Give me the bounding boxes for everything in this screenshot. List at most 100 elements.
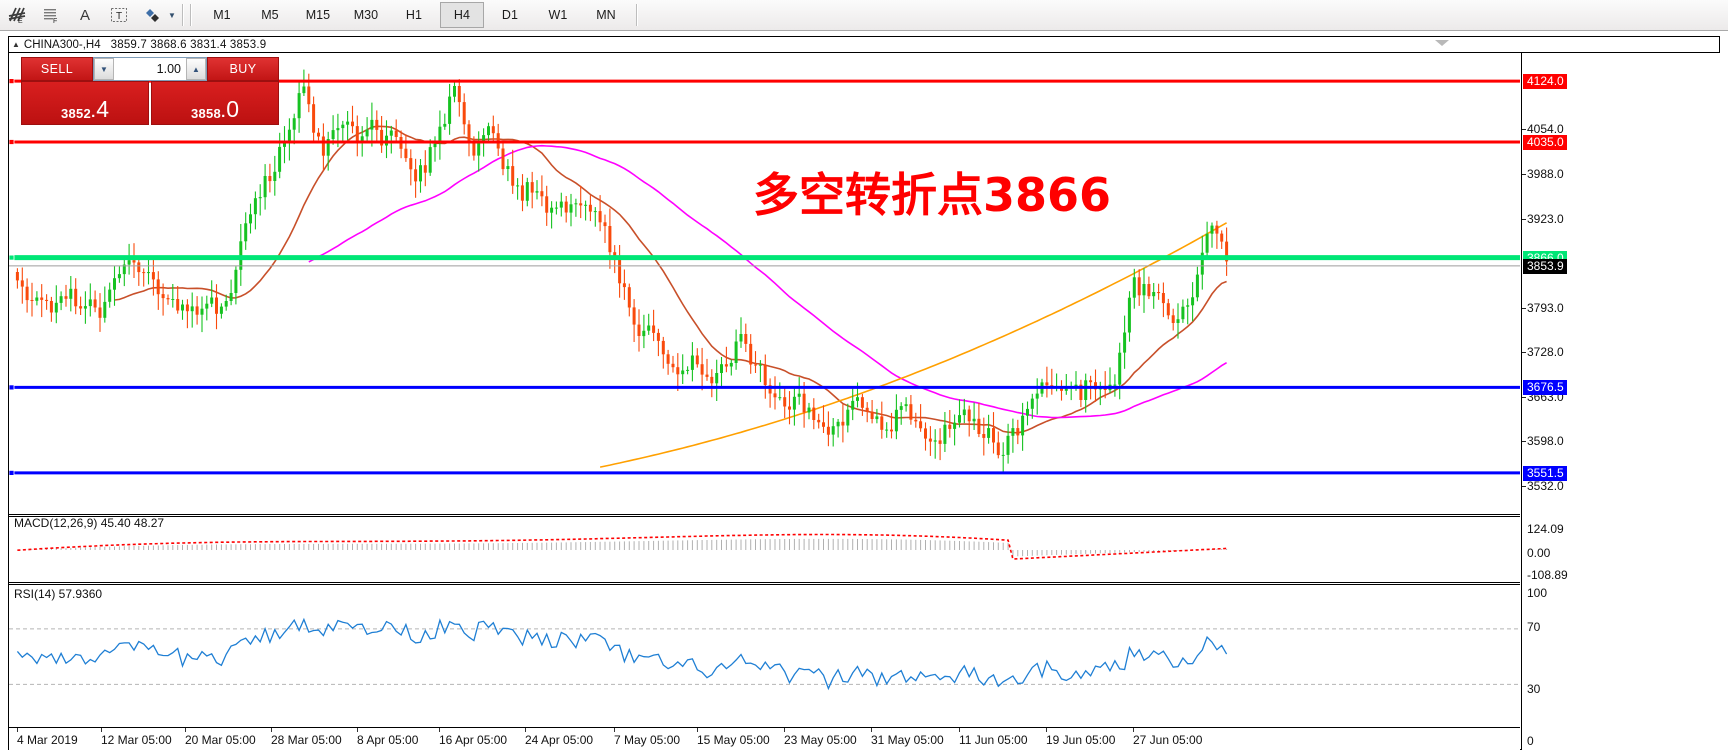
candle-body bbox=[826, 426, 830, 435]
candle-body bbox=[45, 299, 49, 301]
candle-body bbox=[171, 299, 175, 300]
volume-increase-icon[interactable]: ▲ bbox=[186, 58, 206, 80]
svg-text:E: E bbox=[18, 18, 23, 24]
price-level-badge[interactable]: 4124.0 bbox=[1523, 74, 1567, 90]
candle-body bbox=[263, 176, 267, 198]
chart-annotation-text: 多空转折点3866 bbox=[753, 168, 1112, 222]
toolbar-separator-2 bbox=[189, 4, 192, 26]
level-anchor-handle bbox=[9, 78, 15, 85]
candle-body bbox=[414, 169, 418, 182]
sell-price-separator: . bbox=[91, 104, 96, 121]
candle-body bbox=[351, 121, 354, 127]
level-anchor-handle bbox=[9, 254, 15, 261]
collapse-icon[interactable]: ▲ bbox=[12, 40, 20, 49]
volume-stepper[interactable]: ▼ 1.00 ▲ bbox=[93, 57, 207, 81]
timeframe-m15[interactable]: M15 bbox=[305, 8, 331, 22]
buy-button[interactable]: BUY bbox=[207, 57, 279, 81]
trade-prices-row: 3852 . 4 3858 . 0 bbox=[21, 81, 279, 125]
candle-body bbox=[161, 294, 165, 299]
time-tick bbox=[439, 728, 440, 732]
candle-body bbox=[783, 397, 787, 407]
macd-axis-label: 0.00 bbox=[1527, 546, 1551, 560]
one-click-trading-panel[interactable]: SELL ▼ 1.00 ▲ BUY 3852 . 4 3858 . 0 bbox=[21, 57, 279, 125]
candle-body bbox=[501, 148, 505, 170]
candle-body bbox=[477, 143, 481, 156]
timeframe-h1[interactable]: H1 bbox=[405, 8, 422, 22]
price-axis-label: 3728.0 bbox=[1527, 345, 1564, 360]
price-level-badge[interactable]: 4035.0 bbox=[1523, 134, 1567, 150]
time-axis-label: 8 Apr 05:00 bbox=[357, 733, 419, 747]
candle-body bbox=[754, 364, 757, 366]
time-tick bbox=[697, 728, 698, 732]
volume-decrease-icon[interactable]: ▼ bbox=[94, 58, 114, 80]
time-axis[interactable]: 4 Mar 2019 12 Mar 05:00 20 Mar 05:00 28 Mar… bbox=[9, 727, 1520, 750]
candle-body bbox=[686, 369, 690, 371]
timeframe-mn[interactable]: MN bbox=[596, 8, 616, 22]
text-label-icon[interactable]: T bbox=[103, 1, 135, 29]
candle-body bbox=[977, 418, 981, 434]
candle-body bbox=[778, 397, 782, 399]
candle-body bbox=[812, 407, 816, 420]
candle-body bbox=[943, 424, 947, 444]
timeframe-h4[interactable]: H4 bbox=[439, 2, 484, 28]
candle-body bbox=[953, 422, 957, 429]
candle-body bbox=[671, 363, 675, 368]
sell-button[interactable]: SELL bbox=[21, 57, 93, 81]
timeframe-m30[interactable]: M30 bbox=[353, 8, 379, 22]
timeframe-d1[interactable]: D1 bbox=[501, 8, 518, 22]
ma-slow-line bbox=[599, 222, 1227, 468]
buy-price-integer: 3858 bbox=[190, 106, 222, 121]
candle-body bbox=[258, 197, 262, 199]
objects-icon[interactable] bbox=[137, 1, 169, 29]
timeframe-m1[interactable]: M1 bbox=[213, 8, 231, 22]
time-axis-label: 20 Mar 05:00 bbox=[185, 733, 256, 747]
candle-body bbox=[1026, 408, 1029, 416]
candle-body bbox=[656, 332, 660, 341]
price-pane[interactable] bbox=[9, 53, 1520, 515]
sell-price-box[interactable]: 3852 . 4 bbox=[21, 81, 149, 125]
candle-body bbox=[1011, 428, 1015, 436]
buy-price-box[interactable]: 3858 . 0 bbox=[151, 81, 279, 125]
candle-body bbox=[1084, 380, 1088, 400]
candle-body bbox=[448, 96, 452, 124]
timeframe-w1[interactable]: W1 bbox=[548, 8, 568, 22]
candle-body bbox=[108, 289, 112, 302]
candle-body bbox=[215, 297, 218, 314]
objects-dropdown-icon[interactable]: ▼ bbox=[168, 10, 176, 20]
timeframe-m5[interactable]: M5 bbox=[261, 8, 279, 22]
price-axis-label: 3923.0 bbox=[1527, 211, 1564, 226]
candle-body bbox=[720, 364, 723, 373]
price-axis[interactable]: 4054.0 3988.0 3923.0 3793.0 3728.0 3663.0 3598… bbox=[1521, 53, 1720, 750]
candle-body bbox=[598, 211, 602, 223]
candle-body bbox=[317, 132, 320, 137]
candle-body bbox=[579, 203, 583, 206]
price-level-badge[interactable]: 3551.5 bbox=[1523, 465, 1567, 481]
rsi-pane[interactable]: RSI(14) 57.9360 bbox=[9, 584, 1520, 744]
chart-resize-handle-icon[interactable] bbox=[1435, 40, 1449, 46]
svg-text:T: T bbox=[116, 11, 122, 22]
volume-value[interactable]: 1.00 bbox=[156, 62, 181, 76]
candle-body bbox=[404, 148, 408, 159]
sell-price-fraction: 4 bbox=[96, 96, 110, 123]
rsi-axis-label: 30 bbox=[1527, 682, 1541, 696]
indicators-icon[interactable]: E bbox=[1, 1, 33, 29]
macd-pane[interactable]: MACD(12,26,9) 45.40 48.27 bbox=[9, 516, 1520, 583]
templates-icon[interactable]: F bbox=[35, 1, 67, 29]
candle-body bbox=[899, 406, 903, 410]
text-icon[interactable]: A bbox=[79, 6, 90, 24]
price-level-badge[interactable]: 3676.5 bbox=[1523, 380, 1567, 396]
candle-body bbox=[700, 364, 704, 375]
candle-body bbox=[64, 296, 68, 299]
candle-body bbox=[744, 334, 748, 344]
candle-body bbox=[331, 130, 335, 139]
candle-body bbox=[137, 262, 141, 273]
price-level-badge[interactable]: 3853.9 bbox=[1523, 258, 1567, 274]
candle-body bbox=[909, 404, 913, 420]
candle-body bbox=[1016, 428, 1020, 436]
candle-body bbox=[15, 272, 19, 281]
candle-body bbox=[904, 404, 908, 407]
rsi-axis-label: 100 bbox=[1527, 586, 1548, 600]
candle-body bbox=[103, 301, 107, 318]
candle-body bbox=[389, 130, 393, 136]
